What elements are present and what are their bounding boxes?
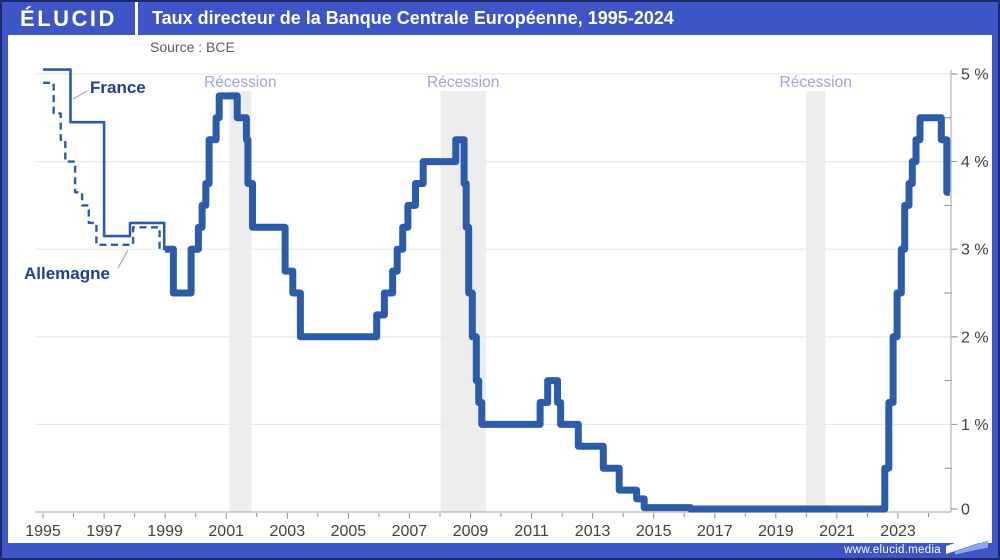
x-tick-label: 2023 (880, 523, 916, 540)
elucid-flag-icon (946, 532, 988, 555)
x-tick-label: 1995 (25, 523, 61, 540)
x-tick-label: 2011 (514, 523, 549, 540)
label-allemagne: Allemagne (24, 264, 110, 283)
x-tick-label: 2015 (636, 523, 672, 540)
x-tick-label: 2007 (392, 523, 428, 540)
recession-band (229, 91, 252, 512)
y-tick-label: 4 % (961, 154, 989, 171)
x-tick-label: 2019 (758, 523, 794, 540)
footer-url: www.elucid.media (844, 544, 941, 556)
source-note: Source : BCE (150, 39, 235, 55)
brand-logo: ÉLUCID (20, 6, 117, 31)
label-france: France (90, 78, 146, 97)
y-tick-label: 5 % (961, 67, 989, 84)
france-line (43, 68, 167, 251)
x-tick-label: 2009 (453, 523, 489, 540)
page-title: Taux directeur de la Banque Centrale Eur… (152, 8, 674, 28)
page-border-left (2, 35, 8, 545)
y-tick-label: 3 % (961, 242, 989, 259)
header-bar: ÉLUCID Taux directeur de la Banque Centr… (2, 2, 998, 35)
annotation-leader (72, 90, 88, 100)
x-tick-label: 2013 (575, 523, 611, 540)
flag-stripe-white (946, 532, 988, 554)
recession-label: Récession (204, 74, 276, 91)
y-tick-label: 2 % (961, 329, 989, 346)
x-tick-label: 2005 (331, 523, 367, 540)
x-tick-label: 1997 (86, 523, 122, 540)
allemagne-line (43, 81, 167, 251)
y-tick-label: 1 % (961, 417, 989, 434)
recession-label: Récession (780, 74, 852, 91)
page-border-right (992, 35, 998, 545)
footer-bar: www.elucid.media (2, 543, 998, 558)
flag-stripe-blue (955, 540, 988, 555)
recession-label: Récession (427, 74, 499, 91)
header-divider (135, 2, 138, 35)
x-tick-label: 1999 (147, 523, 183, 540)
x-tick-label: 2021 (819, 523, 855, 540)
recession-band (805, 91, 826, 512)
x-tick-label: 2001 (208, 523, 244, 540)
x-tick-label: 2017 (697, 523, 733, 540)
annotation-leader (117, 249, 129, 269)
ecb-rate-line (165, 92, 951, 513)
y-tick-label: 0 (961, 502, 970, 519)
x-tick-label: 2003 (270, 523, 306, 540)
